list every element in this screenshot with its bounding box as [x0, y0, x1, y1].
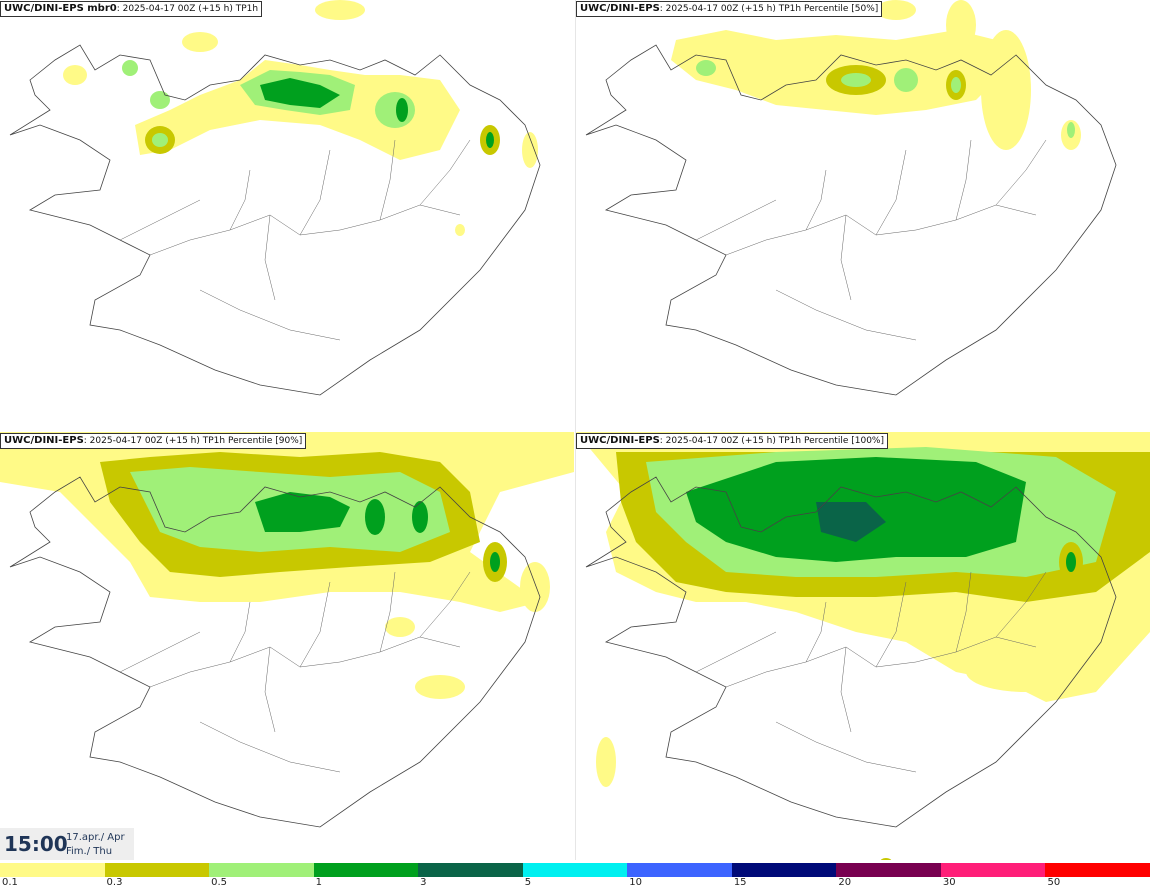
legend-swatch: [1045, 863, 1150, 877]
product-label: TP1h: [232, 4, 259, 14]
legend-level-label: 30: [942, 877, 956, 888]
precip-color-legend: [0, 863, 1150, 877]
legend-swatch: [209, 863, 315, 877]
valid-time-box: 15:00 17.apr./ Apr Fim./ Thu: [0, 828, 134, 860]
map-panel-p90: UWC/DINI-EPS: 2025-04-17 00Z (+15 h) TP1…: [0, 432, 574, 860]
map-panel-p100: UWC/DINI-EPS: 2025-04-17 00Z (+15 h) TP1…: [576, 432, 1150, 860]
precip-map-p90: [0, 432, 574, 828]
map-panel-p50: UWC/DINI-EPS: 2025-04-17 00Z (+15 h) TP1…: [576, 0, 1150, 428]
model-label: UWC/DINI-EPS: [4, 435, 84, 446]
legend-swatch: [522, 863, 628, 877]
valid-time-date: 17.apr./ Apr Fim./ Thu: [66, 831, 125, 859]
panel-title: UWC/DINI-EPS mbr0: 2025-04-17 00Z (+15 h…: [0, 1, 263, 17]
product-label: TP1h Percentile [50%]: [775, 4, 879, 14]
model-label: UWC/DINI-EPS mbr0: [4, 3, 117, 14]
legend-level-label: 1: [315, 877, 322, 888]
legend-level-label: 15: [733, 877, 747, 888]
panel-title: UWC/DINI-EPS: 2025-04-17 00Z (+15 h) TP1…: [576, 433, 888, 449]
run-label: : 2025-04-17 00Z (+15 h): [116, 4, 233, 14]
legend-swatch: [104, 863, 210, 877]
map-panel-mbr0: UWC/DINI-EPS mbr0: 2025-04-17 00Z (+15 h…: [0, 0, 574, 428]
legend-level-label: 0.1: [2, 877, 18, 888]
precip-map-mbr0: [9, 0, 541, 396]
legend-swatch: [418, 863, 524, 877]
run-label: : 2025-04-17 00Z (+15 h): [659, 4, 776, 14]
legend-level-label: 10: [629, 877, 642, 888]
legend-level-label: 3: [420, 877, 427, 888]
legend-swatch: [836, 863, 942, 877]
legend-level-label: 0.3: [106, 877, 123, 888]
legend-swatch: [627, 863, 733, 877]
date-line-1: 17.apr./ Apr: [66, 832, 125, 843]
product-label: TP1h Percentile [90%]: [199, 436, 303, 446]
run-label: : 2025-04-17 00Z (+15 h): [83, 436, 200, 446]
legend-swatch: [940, 863, 1046, 877]
precip-map-p50: [585, 0, 1117, 396]
legend-level-label: 20: [838, 877, 852, 888]
run-label: : 2025-04-17 00Z (+15 h): [659, 436, 776, 446]
panel-title: UWC/DINI-EPS: 2025-04-17 00Z (+15 h) TP1…: [576, 1, 883, 17]
model-label: UWC/DINI-EPS: [580, 3, 660, 14]
model-label: UWC/DINI-EPS: [580, 435, 660, 446]
panel-divider: [575, 0, 576, 860]
legend-swatch: [313, 863, 419, 877]
legend-level-label: 50: [1047, 877, 1061, 888]
product-label: TP1h Percentile [100%]: [775, 436, 884, 446]
legend-swatch: [731, 863, 837, 877]
legend-level-label: 5: [524, 877, 532, 888]
precip-map-p100: [576, 432, 1150, 860]
legend-swatch: [0, 863, 106, 877]
date-line-2: Fim./ Thu: [66, 846, 113, 857]
legend-level-label: 0.5: [211, 877, 227, 888]
panel-title: UWC/DINI-EPS: 2025-04-17 00Z (+15 h) TP1…: [0, 433, 307, 449]
valid-time-hour: 15:00: [4, 832, 68, 856]
